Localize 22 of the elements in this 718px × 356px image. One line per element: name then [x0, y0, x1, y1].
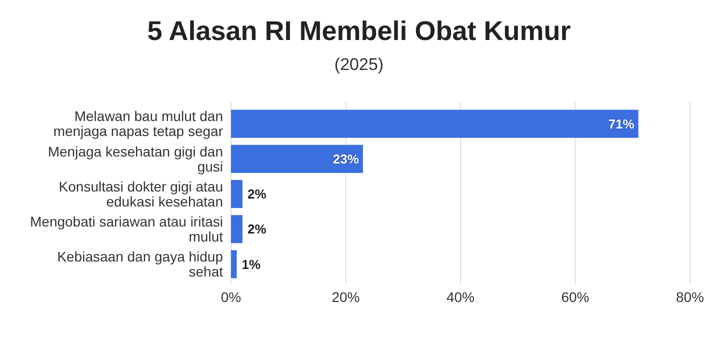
data-label: 2% [247, 222, 267, 237]
y-tick-label: Menjaga kesehatan gigi dan gusi [48, 143, 223, 174]
bar [231, 250, 237, 278]
bar [231, 215, 242, 244]
x-tick-label: 60% [561, 289, 590, 305]
data-label: 2% [247, 186, 267, 202]
bar [231, 144, 363, 173]
data-label: 23% [332, 151, 360, 166]
x-tick-label: 20% [332, 289, 360, 305]
chart-title: 5 Alasan RI Membeli Obat Kumur [147, 16, 572, 46]
y-tick-label: Mengobati sariawan atau iritasi mulut [30, 214, 224, 244]
x-tick-label: 40% [446, 289, 475, 305]
data-label: 71% [608, 116, 635, 132]
y-tick-label: Kebiasaan dan gaya hidup sehat [57, 248, 224, 280]
x-tick-label: 0% [220, 289, 242, 305]
bar [231, 180, 242, 208]
bar [231, 110, 638, 138]
y-tick-label: Melawan bau mulut dan menjaga napas tetap segar [53, 108, 224, 140]
chart-subtitle: (2025) [334, 55, 384, 74]
y-tick-label: Konsultasi dokter gigi atau edukasi kesehatan [58, 178, 223, 210]
data-label: 1% [242, 256, 261, 272]
x-tick-label: 80% [676, 289, 704, 305]
